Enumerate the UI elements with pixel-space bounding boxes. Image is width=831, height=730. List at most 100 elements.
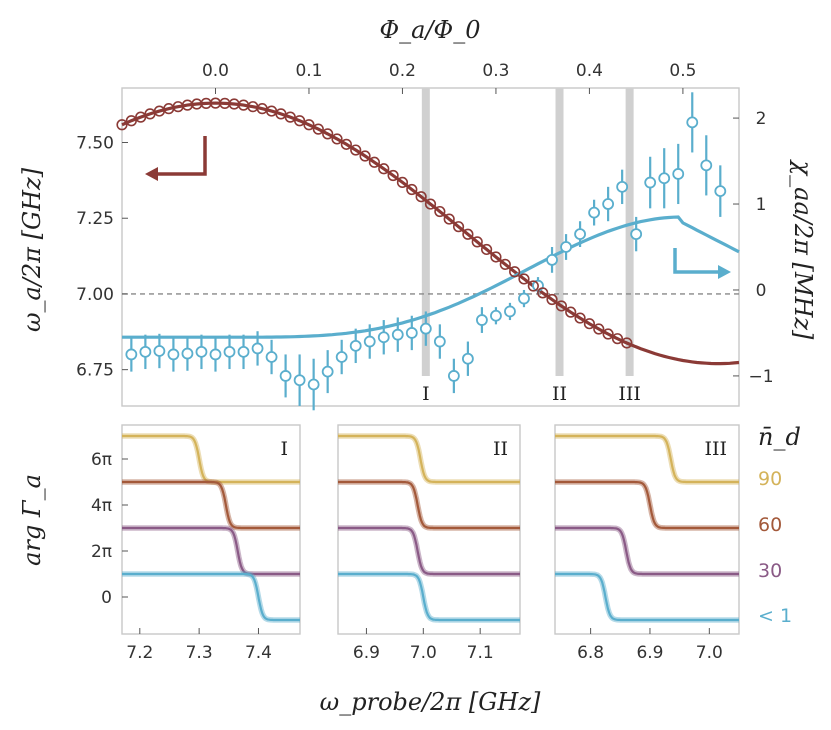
chi-point — [574, 228, 586, 241]
top-tick-label: 0.3 — [482, 61, 509, 81]
phase-fit-line — [122, 480, 300, 530]
marker-label-I: I — [422, 383, 430, 405]
subpanel-II: 6.9 7.0 7.1 II — [337, 424, 521, 663]
chi-point — [307, 378, 320, 391]
phase-fit-line — [555, 526, 739, 576]
top-tick-label: 0.0 — [202, 61, 229, 81]
chi-point — [363, 335, 376, 348]
phase-fit-line — [122, 434, 300, 484]
omega-point — [602, 328, 614, 340]
y-tick-label: 0 — [101, 588, 112, 608]
omega-point — [565, 306, 577, 318]
legend-label: 60 — [758, 514, 782, 536]
chi-point — [461, 352, 474, 365]
marker-label-II: II — [552, 383, 567, 405]
top-tick-label: 0.2 — [389, 61, 416, 81]
chi-point — [714, 185, 727, 198]
omega-point — [546, 293, 558, 306]
omega-point — [434, 205, 446, 218]
chi-point — [588, 206, 600, 219]
omega-point — [359, 150, 371, 162]
subpanel-label: II — [493, 438, 508, 460]
omega-point — [621, 337, 633, 349]
phase-data-band — [555, 525, 739, 577]
left-tick-label: 7.50 — [76, 134, 114, 154]
chi-point — [377, 331, 390, 344]
top-panel-frame — [121, 87, 740, 407]
omega-point — [331, 133, 343, 145]
bottom-y-axis-label: arg Γ_a — [18, 474, 46, 566]
omega-point — [322, 128, 334, 140]
subpanel-label: III — [704, 438, 727, 460]
chi-point — [504, 305, 516, 318]
phase-fit-line — [555, 480, 739, 530]
chi-point — [349, 339, 362, 352]
chi-point — [223, 345, 236, 358]
marker-band-III — [625, 88, 634, 376]
omega-point — [509, 266, 521, 278]
chi-point — [139, 345, 152, 358]
chi-point — [419, 322, 432, 335]
x-tick-label: 7.1 — [467, 643, 494, 663]
legend-label: < 1 — [758, 605, 792, 627]
top-tick-label: 0.1 — [295, 61, 322, 81]
phase-fit-line — [122, 526, 300, 576]
omega-point — [284, 111, 296, 123]
subpanel-frame — [554, 424, 740, 635]
chi-point — [237, 345, 250, 358]
phase-fit-line — [338, 526, 520, 576]
omega-point — [340, 138, 352, 150]
omega-point — [443, 213, 455, 225]
phase-data-band — [122, 479, 300, 531]
y-tick-label: 4π — [91, 496, 112, 516]
x-tick-label: 6.8 — [577, 643, 604, 663]
omega-fit-line — [121, 101, 740, 366]
chi-point — [672, 168, 685, 180]
chi-point — [518, 292, 530, 305]
omega-point — [555, 300, 567, 312]
left-axis-label: ω_a/2π [GHz] — [18, 167, 46, 332]
chi-point — [700, 159, 713, 172]
x-tick-label: 7.2 — [126, 643, 153, 663]
omega-point — [125, 115, 137, 127]
omega-point — [116, 119, 128, 131]
chi-point — [321, 365, 334, 378]
top-tick-label: 0.4 — [576, 61, 603, 81]
left-arrow-head — [145, 167, 158, 181]
omega-point — [611, 333, 624, 345]
chi-point — [630, 228, 643, 241]
chi-point — [476, 314, 488, 326]
phase-data-band — [338, 479, 520, 531]
omega-point — [593, 323, 605, 335]
phase-fit-line — [555, 572, 739, 622]
right-tick-label: 1 — [756, 195, 767, 215]
chi-point — [616, 180, 629, 193]
left-tick-label: 7.25 — [76, 209, 114, 229]
omega-point — [583, 318, 596, 330]
right-arrow — [673, 248, 722, 274]
chi-point — [490, 309, 502, 322]
omega-point — [303, 119, 315, 131]
phase-fit-line — [338, 434, 520, 484]
y-tick-label: 6π — [91, 450, 112, 470]
legend-title: n̄_d — [758, 423, 801, 451]
omega-point — [574, 312, 586, 324]
chi-fit-line — [122, 215, 740, 339]
phase-fit-line — [338, 480, 520, 530]
chi-point — [153, 345, 166, 357]
chi-point — [602, 198, 615, 210]
top-tick-label: 0.5 — [669, 61, 696, 81]
omega-point — [387, 169, 399, 182]
chi-point — [546, 253, 558, 266]
chi-point — [335, 351, 348, 363]
phase-data-band — [338, 571, 520, 623]
chi-point — [391, 328, 404, 341]
phase-data-band — [555, 571, 739, 623]
omega-point — [462, 228, 474, 240]
subpanel-label: I — [280, 438, 288, 460]
omega-point — [368, 156, 381, 168]
omega-point — [294, 115, 306, 127]
phase-data-band — [122, 433, 300, 485]
legend-label: 90 — [758, 468, 782, 490]
